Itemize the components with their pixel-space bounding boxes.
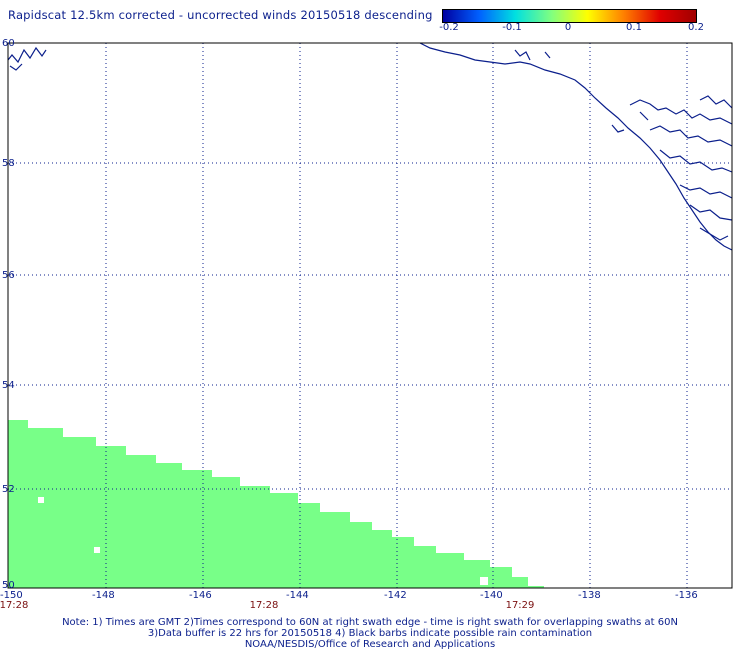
lat-label-56: 56 bbox=[2, 270, 15, 281]
lon-label-148: -148 bbox=[92, 590, 115, 601]
coastline-segment bbox=[649, 125, 733, 147]
coastline-segment bbox=[611, 124, 625, 133]
colorbar-label-max: 0.2 bbox=[688, 22, 704, 33]
coastline-segment bbox=[639, 111, 649, 121]
coastline-segment bbox=[7, 46, 47, 64]
lat-label-54: 54 bbox=[2, 380, 15, 391]
coastline-segment bbox=[419, 42, 733, 251]
colorbar-label-neg: -0.1 bbox=[502, 22, 522, 33]
wind-swath bbox=[8, 420, 544, 588]
swath-gap bbox=[38, 497, 44, 503]
coastline-segment bbox=[9, 63, 23, 71]
lon-label-138: -138 bbox=[578, 590, 601, 601]
lat-label-58: 58 bbox=[2, 158, 15, 169]
coastline-segment bbox=[544, 51, 551, 59]
coastline-segment bbox=[659, 149, 733, 173]
grid-lines bbox=[8, 43, 732, 588]
lon-label-144: -144 bbox=[286, 590, 309, 601]
coastline-segment bbox=[689, 204, 733, 221]
time-label-left: 17:28 bbox=[0, 600, 29, 611]
lat-label-60: 60 bbox=[2, 38, 15, 49]
lon-label-146: -146 bbox=[189, 590, 212, 601]
lon-label-142: -142 bbox=[384, 590, 407, 601]
coastline-segment bbox=[699, 95, 733, 109]
swath-band bbox=[8, 420, 544, 588]
lon-label-150: -150 bbox=[0, 590, 23, 601]
colorbar bbox=[442, 9, 697, 23]
lat-label-52: 52 bbox=[2, 484, 15, 495]
map-frame bbox=[7, 42, 733, 589]
coastline-segment bbox=[679, 184, 733, 199]
lon-label-136: -136 bbox=[675, 590, 698, 601]
lat-label-50: 50 bbox=[2, 580, 15, 591]
lon-label-140: -140 bbox=[480, 590, 503, 601]
note-line-2: 3)Data buffer is 22 hrs for 20150518 4) … bbox=[147, 628, 593, 639]
colorbar-label-min: -0.2 bbox=[439, 22, 459, 33]
note-line-1: Note: 1) Times are GMT 2)Times correspon… bbox=[62, 617, 678, 628]
note-line-3: NOAA/NESDIS/Office of Research and Appli… bbox=[244, 639, 496, 650]
coastline bbox=[7, 42, 733, 251]
time-label-middle: 17:28 bbox=[249, 600, 279, 611]
colorbar-label-pos: 0.1 bbox=[626, 22, 642, 33]
coastline-segment bbox=[629, 99, 733, 125]
colorbar-label-zero: 0 bbox=[564, 22, 572, 33]
swath-tail bbox=[488, 567, 512, 577]
coastline-segment bbox=[699, 227, 729, 241]
swath-gap bbox=[480, 577, 488, 585]
time-label-right: 17:29 bbox=[505, 600, 535, 611]
swath-gap bbox=[94, 547, 100, 553]
map-title: Rapidscat 12.5km corrected - uncorrected… bbox=[8, 8, 433, 22]
coastline-segment bbox=[514, 49, 531, 61]
